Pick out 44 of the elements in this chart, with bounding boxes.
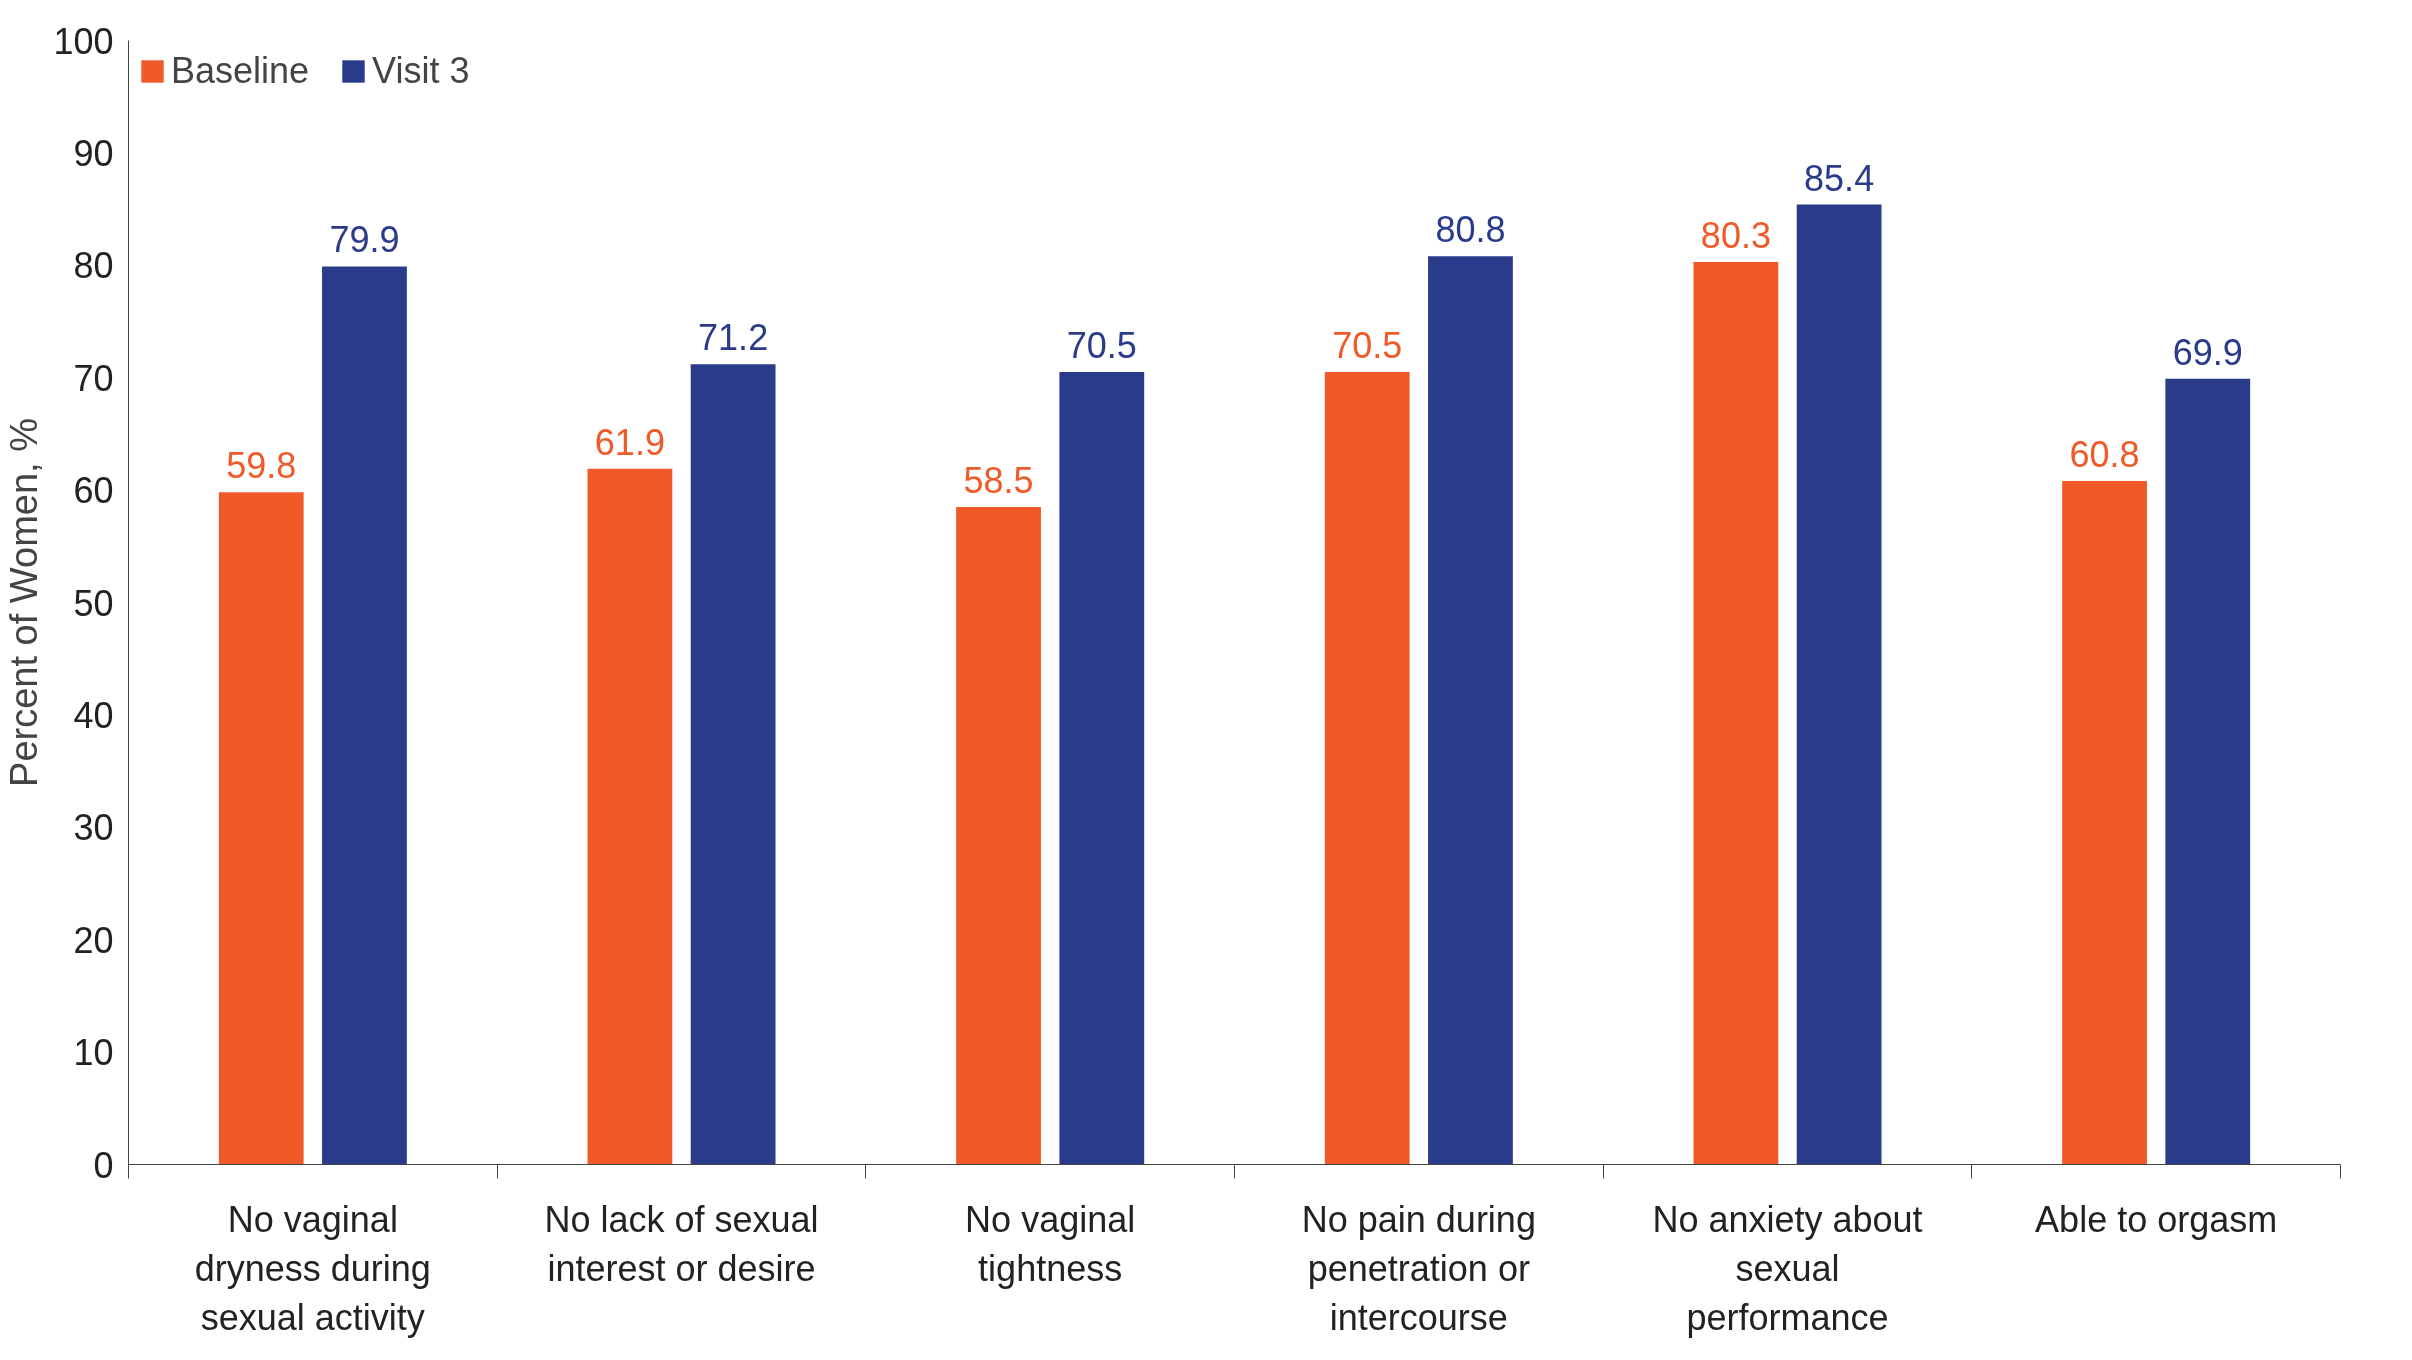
bar <box>587 468 673 1165</box>
y-tick-label: 100 <box>53 20 114 62</box>
y-tick-label: 30 <box>73 807 114 849</box>
bar <box>956 506 1041 1165</box>
y-tick-label: 90 <box>73 132 114 174</box>
data-label: 79.9 <box>329 219 400 261</box>
bar <box>322 266 407 1165</box>
y-tick-label: 50 <box>73 582 114 624</box>
bar <box>218 492 304 1165</box>
y-axis-title: Percent of Women, % <box>3 418 46 787</box>
y-tick-label: 0 <box>93 1144 114 1186</box>
y-tick-label: 80 <box>73 245 114 287</box>
x-tick-label: No lack of sexual interest or desire <box>544 1198 819 1289</box>
x-tick-label: No vaginal dryness during sexual activity <box>194 1198 431 1338</box>
x-tick-label: No vaginal tightness <box>965 1198 1136 1289</box>
data-label: 85.4 <box>1804 157 1875 199</box>
bar <box>2165 378 2251 1165</box>
data-label: 59.8 <box>226 445 297 487</box>
data-label: 61.9 <box>594 421 665 463</box>
data-label: 71.2 <box>698 317 769 359</box>
y-tick-label: 70 <box>73 357 114 399</box>
legend-label: Baseline <box>171 50 310 92</box>
data-label: 70.5 <box>1066 325 1137 367</box>
legend-label: Visit 3 <box>372 50 470 92</box>
bar <box>2062 481 2147 1165</box>
bar <box>1428 256 1513 1165</box>
data-label: 80.3 <box>1700 214 1771 256</box>
bar <box>1796 204 1882 1165</box>
x-tick-label: No anxiety about sexual performance <box>1652 1198 1923 1338</box>
y-tick-label: 10 <box>73 1032 114 1074</box>
data-label: 80.8 <box>1435 209 1506 251</box>
data-label: 58.5 <box>963 459 1034 501</box>
data-label: 69.9 <box>2172 331 2243 373</box>
bar <box>1693 261 1779 1165</box>
x-tick-label: No pain during penetration or intercourse <box>1301 1198 1536 1338</box>
y-tick-label: 60 <box>73 470 114 512</box>
bar <box>1059 372 1145 1165</box>
data-label: 70.5 <box>1332 325 1403 367</box>
data-label: 60.8 <box>2069 434 2140 476</box>
bar <box>690 364 776 1165</box>
y-tick-label: 20 <box>73 919 114 961</box>
bar <box>1324 372 1410 1165</box>
y-tick-label: 40 <box>73 694 114 736</box>
x-tick-label: Able to orgasm <box>2035 1198 2278 1240</box>
